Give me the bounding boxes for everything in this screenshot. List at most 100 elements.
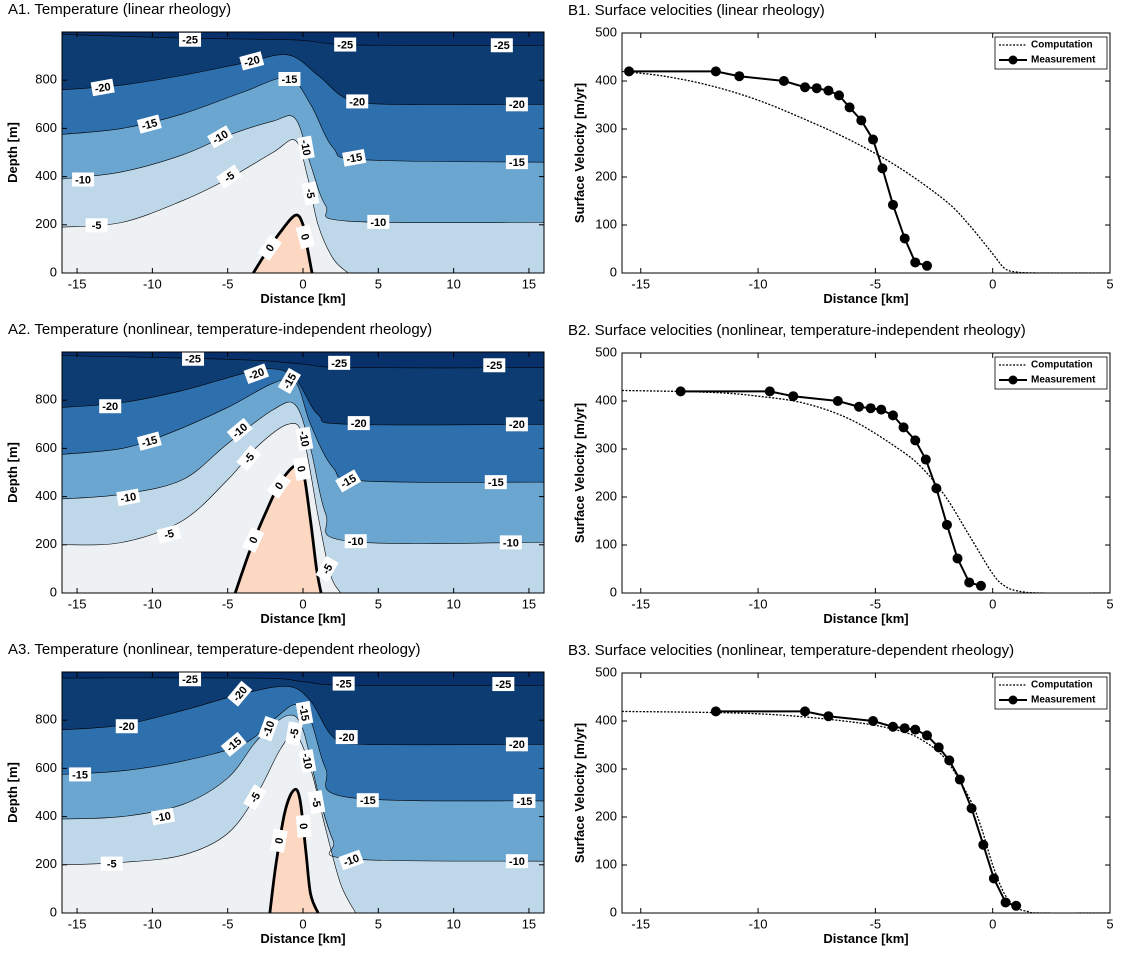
y-tick-label: 500 [595,24,617,39]
contour-label: -20 [347,416,370,431]
contour-label-text: -20 [509,739,525,751]
data-point [800,706,810,717]
contour-label-box [85,218,108,233]
contour-label: -15 [136,431,162,451]
panel: A3. Temperature (nonlinear, temperature-… [5,641,545,946]
contour-label-box [356,793,379,808]
legend-marker [1008,375,1018,385]
legend-marker [1008,55,1018,65]
contour-label-text: -10 [509,856,525,868]
x-tick-label: 15 [522,916,536,931]
y-tick-label: 100 [595,536,617,551]
contour-label-text: -15 [140,434,158,450]
contour-label-text: 0 [247,535,260,546]
contour-label: 0 [242,527,265,553]
data-point [1000,897,1011,908]
contour-label-text: 0 [273,480,286,492]
contour-label-box [278,71,301,86]
y-tick-label: 0 [50,264,57,279]
contour-label: 0 [266,472,291,499]
contour-label-text: -20 [509,419,525,431]
contour-label: -10 [338,849,364,871]
contour-label: -25 [179,32,202,47]
y-tick-label: 600 [35,440,57,455]
x-tick-label: -10 [143,916,162,931]
contour-label: -10 [258,715,279,742]
x-axis-label: Distance [km] [260,931,345,946]
y-tick-label: 600 [35,760,57,775]
y-tick-label: 200 [35,216,57,231]
contour-label-box [100,856,123,871]
panel: B1. Surface velocities (linear rheology)… [568,2,1114,306]
y-tick-label: 200 [595,168,617,183]
contour-label-box [116,488,141,507]
plot-area: -25 -25 -25 -20 -20 -20 -20 -15 -15 -15 -15 -10 -10 -… [62,32,544,273]
contour-label: -5 [285,721,303,746]
data-point [964,577,975,588]
legend-label: Computation [1031,40,1093,51]
contour-label-box [328,355,351,370]
x-tick-label: 5 [375,276,382,291]
data-point [811,83,822,94]
y-axis-label: Depth [m] [5,442,20,503]
contour-label: -10 [72,172,95,187]
contour-label-box [483,358,506,373]
data-point [834,90,845,101]
panel: B3. Surface velocities (nonlinear, tempe… [568,642,1114,946]
contour-band [235,463,322,593]
contour-label: -15 [505,155,528,170]
data-point [941,519,952,530]
contour-label: 0 [295,224,315,250]
y-tick-label: 400 [595,712,617,727]
contour-label-box [179,32,202,47]
contour-label-box [227,680,253,707]
contour-label: -15 [295,700,314,726]
contour-label-text: -15 [488,477,504,489]
contour-label-box [182,352,205,366]
data-point [844,102,855,113]
data-point [966,803,977,814]
x-tick-label: -5 [222,916,234,931]
contour-label-box [243,784,267,811]
x-tick-label: -5 [870,276,882,291]
contour-line [62,139,349,273]
contour-label: -25 [328,355,351,370]
data-point [920,454,931,465]
contour-label-text: -10 [261,719,278,738]
contour-label-box [156,524,182,544]
data-point [856,115,867,126]
contour-label: -5 [243,784,267,811]
data-point [899,233,910,244]
contour-label-text: -10 [75,174,91,186]
contour-label-box [505,854,528,869]
contour-label-text: -10 [370,217,386,229]
contour-label-text: -5 [163,528,176,542]
data-point [887,410,898,421]
contour-label: -25 [492,677,515,692]
panel: B2. Surface velocities (nonlinear, tempe… [568,322,1114,626]
contour-label-box [484,475,507,490]
contour-label-text: -15 [281,74,297,86]
series-line [622,710,1110,913]
contour-label-box [335,730,358,745]
contour-label-text: -20 [119,721,135,733]
contour-label: -10 [505,854,528,869]
contour-label-box [297,135,315,160]
x-axis-label: Distance [km] [823,931,908,946]
contour-line [62,115,544,224]
series-line [629,70,928,267]
y-tick-label: 800 [35,712,57,727]
data-point [910,435,921,446]
y-tick-label: 300 [595,760,617,775]
y-axis-label: Surface Velocity [m/yr] [572,83,587,223]
contour-label-text: 0 [298,233,311,242]
contour-label-box [505,737,528,752]
data-point [624,66,635,77]
y-tick-label: 400 [35,488,57,503]
plot-frame [621,352,1111,594]
series-line [715,710,1017,907]
contour-label-text: -10 [342,852,361,869]
plot-frame [621,32,1111,274]
y-axis-label: Depth [m] [5,762,20,823]
